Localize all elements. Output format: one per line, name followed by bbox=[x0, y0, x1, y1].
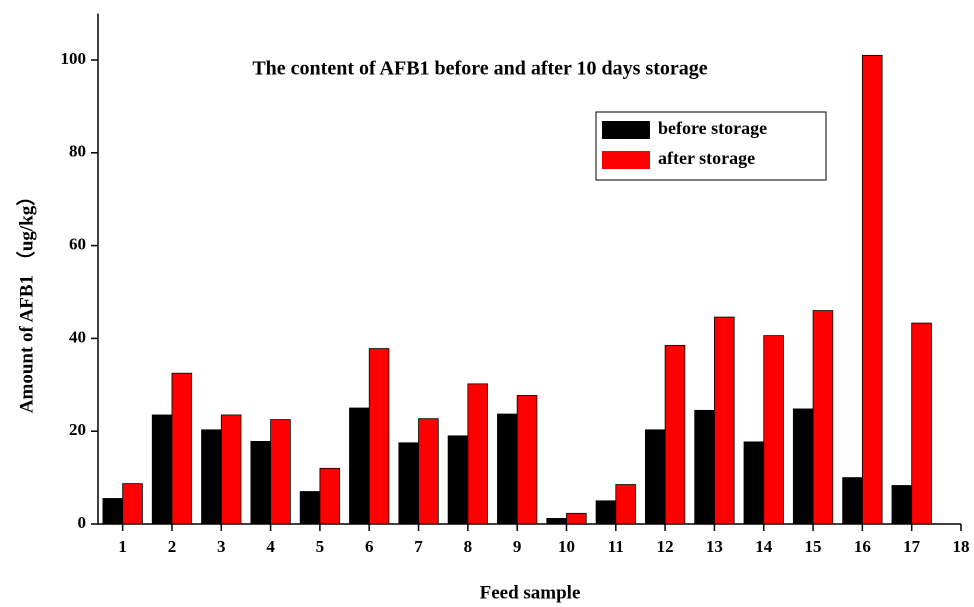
bar bbox=[151, 414, 173, 525]
bar bbox=[763, 335, 784, 525]
bar bbox=[250, 441, 271, 525]
bar bbox=[546, 518, 567, 525]
bar bbox=[714, 316, 735, 525]
bar bbox=[201, 429, 222, 525]
bar bbox=[467, 383, 488, 525]
x-tick-label: 15 bbox=[805, 537, 822, 556]
bar bbox=[447, 435, 469, 525]
chart-title: The content of AFB1 before and after 10 … bbox=[252, 58, 707, 80]
bar bbox=[299, 491, 321, 525]
x-tick-label: 8 bbox=[464, 537, 473, 556]
x-tick-label: 1 bbox=[118, 537, 127, 556]
y-tick-label: 80 bbox=[69, 142, 86, 161]
bar bbox=[398, 442, 419, 525]
bar bbox=[861, 54, 883, 525]
x-tick-label: 5 bbox=[316, 537, 325, 556]
bar bbox=[911, 322, 932, 525]
legend-label: after storage bbox=[658, 148, 755, 168]
bar bbox=[122, 483, 143, 525]
x-tick-label: 11 bbox=[608, 537, 624, 556]
x-tick-label: 9 bbox=[513, 537, 522, 556]
y-tick-label: 40 bbox=[69, 327, 86, 346]
bar bbox=[664, 344, 686, 525]
x-tick-label: 17 bbox=[903, 537, 921, 556]
x-tick-label: 18 bbox=[953, 537, 970, 556]
legend-swatch bbox=[602, 121, 650, 139]
bar bbox=[743, 441, 765, 525]
x-tick-label: 12 bbox=[657, 537, 674, 556]
x-tick-label: 10 bbox=[558, 537, 575, 556]
bar bbox=[615, 484, 636, 525]
y-tick-label: 20 bbox=[69, 420, 86, 439]
bar bbox=[595, 500, 617, 525]
x-axis-label: Feed sample bbox=[480, 582, 581, 603]
bar bbox=[349, 407, 370, 525]
bar bbox=[812, 310, 834, 525]
x-tick-label: 6 bbox=[365, 537, 374, 556]
bar bbox=[566, 512, 587, 525]
x-tick-label: 16 bbox=[854, 537, 871, 556]
y-tick-label: 100 bbox=[61, 49, 87, 68]
bar bbox=[644, 429, 666, 525]
bar bbox=[171, 372, 193, 525]
x-tick-label: 3 bbox=[217, 537, 226, 556]
x-tick-label: 13 bbox=[706, 537, 723, 556]
x-tick-label: 14 bbox=[755, 537, 773, 556]
bar bbox=[694, 409, 715, 525]
bar bbox=[368, 348, 390, 525]
y-tick-label: 60 bbox=[69, 235, 86, 254]
bar bbox=[842, 477, 863, 525]
bar bbox=[102, 498, 124, 525]
bar bbox=[516, 395, 538, 525]
x-tick-label: 2 bbox=[168, 537, 177, 556]
bar bbox=[319, 467, 341, 525]
y-axis-label: Amount of AFB1 （ug/kg） bbox=[14, 187, 37, 413]
bar bbox=[270, 419, 291, 525]
x-tick-label: 7 bbox=[414, 537, 423, 556]
x-tick-label: 4 bbox=[266, 537, 275, 556]
bar bbox=[220, 414, 242, 525]
bar bbox=[418, 418, 439, 525]
bar bbox=[792, 408, 814, 525]
legend-swatch bbox=[602, 151, 650, 169]
legend-label: before storage bbox=[658, 118, 767, 138]
y-tick-label: 0 bbox=[78, 513, 87, 532]
bar bbox=[497, 413, 518, 525]
bar bbox=[891, 485, 913, 525]
